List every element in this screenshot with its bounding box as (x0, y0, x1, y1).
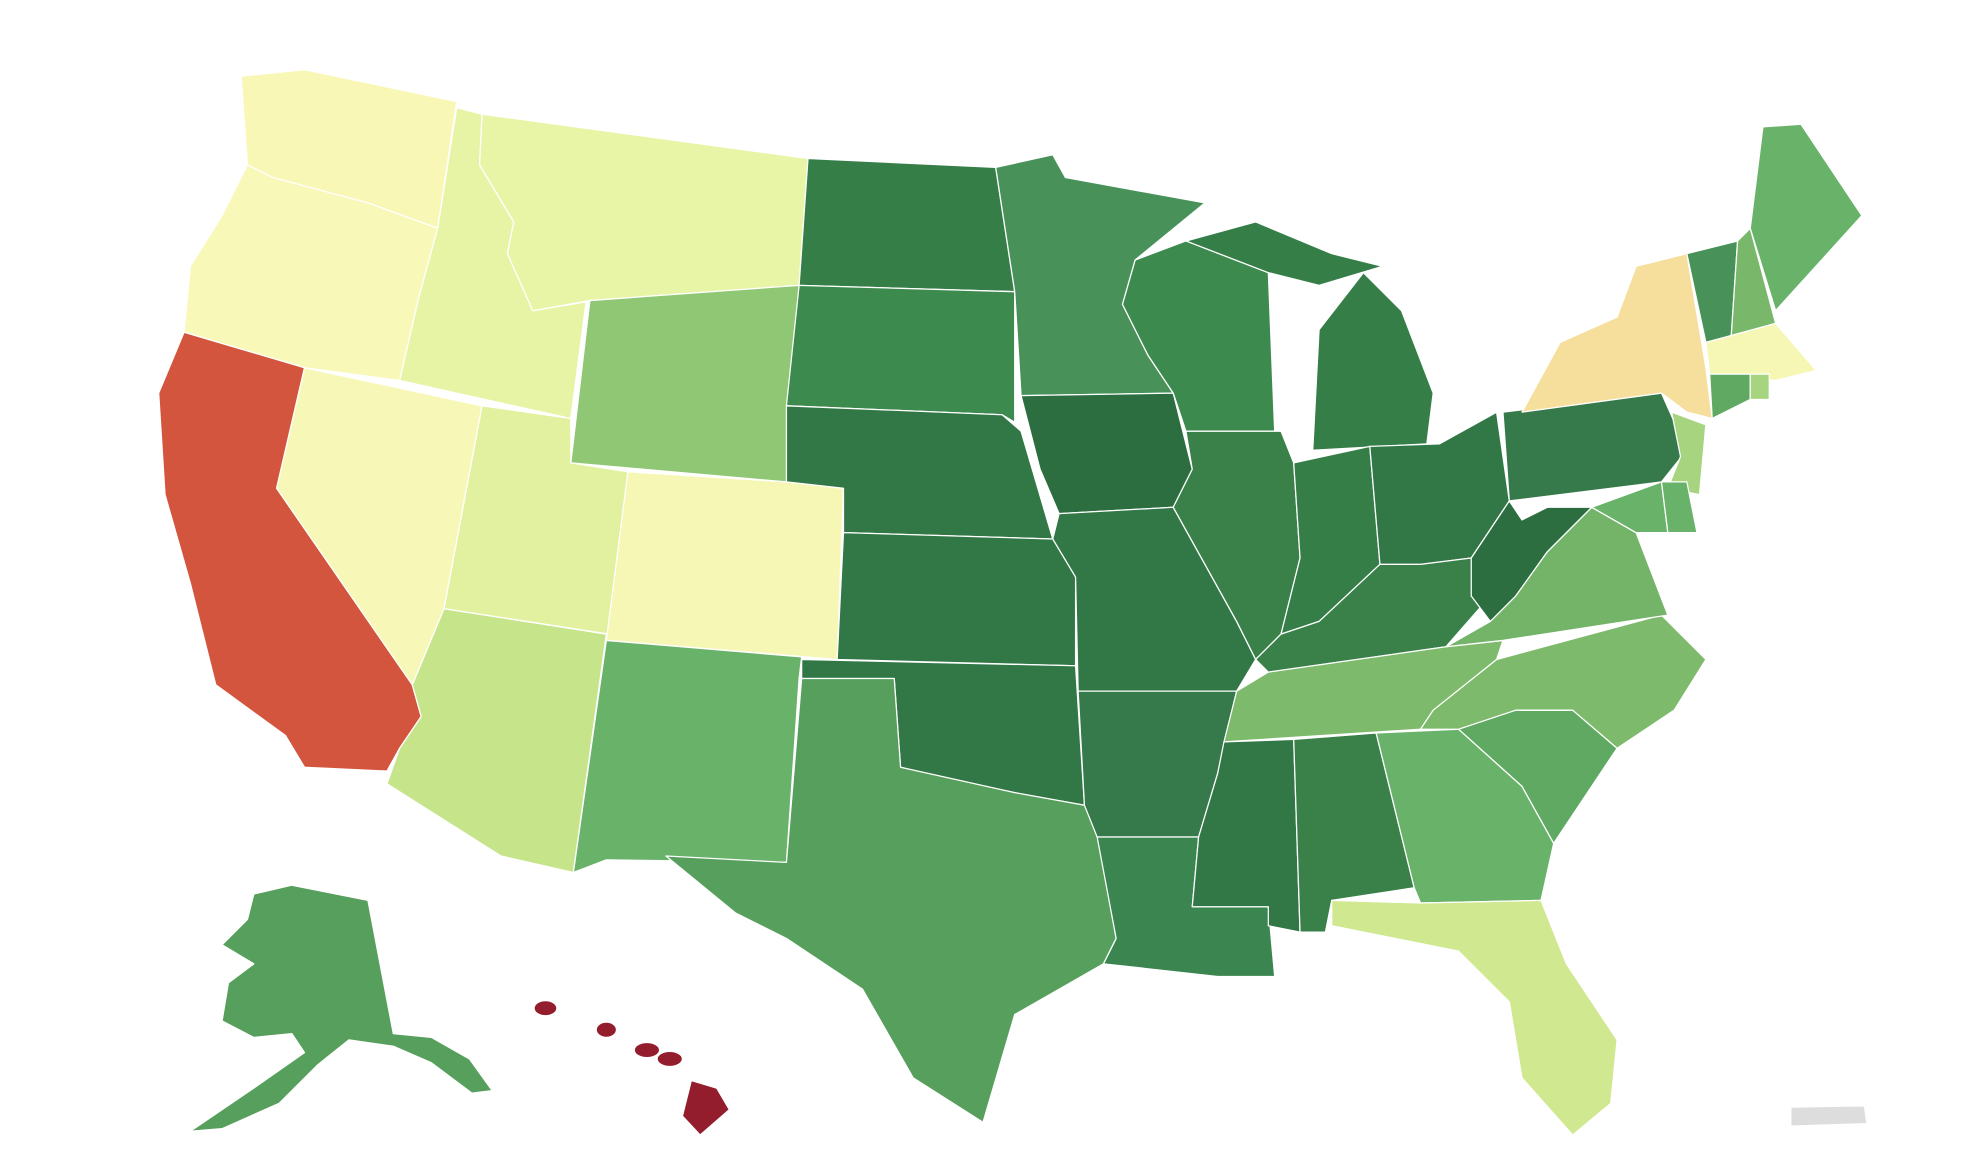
state (189, 884, 493, 1132)
states (158, 69, 1868, 1136)
state (572, 639, 803, 874)
state (785, 284, 1016, 423)
state-part (656, 1050, 684, 1068)
state (1331, 899, 1618, 1136)
state-part (1185, 221, 1384, 286)
territory (1790, 1105, 1868, 1127)
state (1749, 373, 1770, 401)
state (1591, 481, 1669, 534)
state (836, 532, 1077, 667)
state (533, 999, 730, 1136)
state (1749, 123, 1863, 312)
state-part (595, 1021, 618, 1039)
state-part (633, 1041, 661, 1059)
state (1419, 614, 1707, 749)
state (1020, 392, 1193, 515)
state (1709, 373, 1751, 420)
state (1470, 500, 1593, 623)
state (605, 471, 845, 661)
state (478, 113, 809, 312)
state (798, 157, 1016, 293)
state (1185, 221, 1434, 451)
state (570, 284, 800, 483)
state (1521, 253, 1713, 420)
state (1660, 481, 1698, 534)
state (665, 677, 1117, 1123)
state (1705, 322, 1817, 382)
state-part (1312, 272, 1434, 451)
state-part (533, 999, 558, 1017)
state-part (681, 1079, 730, 1136)
